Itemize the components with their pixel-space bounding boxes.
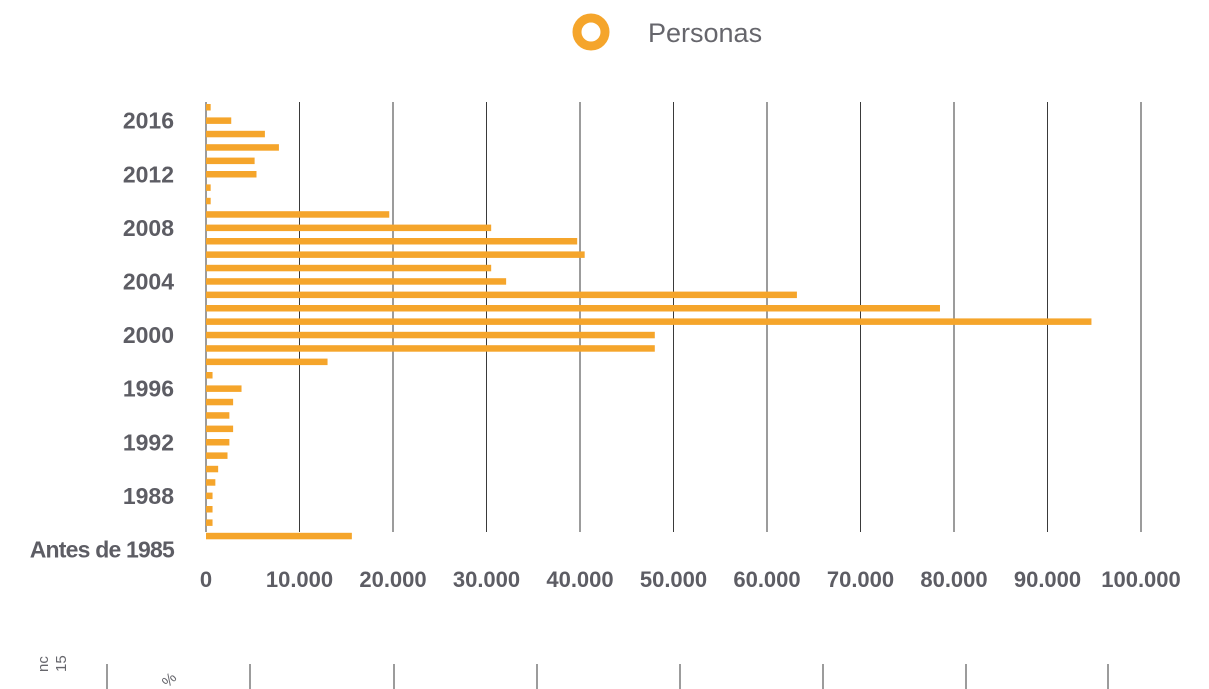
legend-marker	[572, 13, 610, 51]
bar-2006	[206, 251, 585, 258]
y-axis-tick-labels: 2016 2012 2008 2004 2000 1996 1992 1988 Antes de…	[30, 108, 176, 563]
bar-2013	[206, 157, 255, 165]
bar-2014	[206, 144, 279, 151]
fragment-label-2: 15	[53, 655, 70, 672]
bar-1999	[206, 345, 655, 352]
bar-2008	[206, 224, 492, 232]
x-tick-label-100000: 100.000	[1101, 567, 1181, 592]
bar-1998	[206, 358, 328, 366]
bar-1988	[206, 492, 213, 500]
bar-1991	[206, 452, 228, 459]
x-tick-label-0: 0	[200, 567, 212, 592]
x-tick-label-70000: 70.000	[827, 567, 894, 592]
bar-2001	[206, 318, 1092, 325]
bar-2005	[206, 264, 492, 272]
bar-2012	[206, 171, 257, 178]
bar-1994	[206, 412, 230, 419]
bar-2015	[206, 130, 265, 138]
bar-2002	[206, 305, 940, 312]
bar-1993	[206, 425, 234, 433]
y-tick-label-1996: 1996	[123, 376, 174, 402]
y-tick-label-1988: 1988	[123, 483, 174, 509]
bar-2011	[206, 184, 211, 191]
bar-1986	[206, 519, 213, 526]
bar-1996	[206, 385, 242, 392]
bar-1987	[206, 506, 213, 513]
bar-2017	[206, 104, 211, 111]
y-tick-label-2004: 2004	[123, 268, 174, 294]
bar-2010	[206, 197, 211, 205]
x-tick-label-40000: 40.000	[546, 567, 613, 592]
legend-label-personas: Personas	[648, 18, 762, 48]
bar-1990	[206, 465, 219, 473]
y-tick-label-2016: 2016	[123, 108, 174, 134]
y-tick-label-2008: 2008	[123, 215, 174, 241]
bar-2016	[206, 117, 232, 124]
x-tick-label-90000: 90.000	[1014, 567, 1081, 592]
x-tick-label-60000: 60.000	[733, 567, 800, 592]
y-tick-label-antes-de-1985: Antes de 1985	[30, 536, 175, 562]
bar-1995	[206, 398, 234, 406]
x-axis-tick-labels: 0 10.000 20.000 30.000 40.000 50.000 60.000 70.…	[200, 567, 1181, 592]
x-tick-label-50000: 50.000	[640, 567, 707, 592]
bar-1989	[206, 479, 216, 486]
bar-1992	[206, 439, 230, 446]
bar-1985	[206, 532, 352, 540]
gridlines	[205, 102, 1142, 532]
bar-2004	[206, 278, 507, 285]
y-tick-label-2012: 2012	[123, 161, 174, 187]
y-tick-label-1992: 1992	[123, 429, 174, 455]
bar-1997	[206, 372, 213, 379]
cropped-next-chart-fragment: nc 15 %	[35, 655, 1109, 689]
legend: Personas	[572, 13, 762, 51]
bar-2003	[206, 291, 797, 299]
fragment-label-1: nc	[35, 656, 52, 672]
x-tick-label-30000: 30.000	[453, 567, 520, 592]
bar-2007	[206, 238, 578, 245]
x-tick-label-20000: 20.000	[359, 567, 426, 592]
bars	[206, 104, 1092, 540]
fragment-percent: %	[159, 669, 180, 689]
bar-2000	[206, 331, 655, 339]
x-tick-label-10000: 10.000	[266, 567, 333, 592]
y-tick-label-2000: 2000	[123, 322, 174, 348]
bar-2009	[206, 211, 390, 218]
x-tick-label-80000: 80.000	[920, 567, 987, 592]
